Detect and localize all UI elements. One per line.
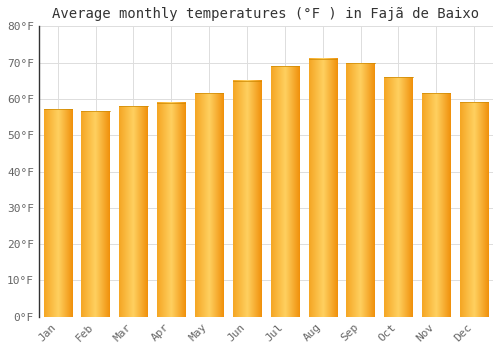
Title: Average monthly temperatures (°F ) in Fajã de Baixo: Average monthly temperatures (°F ) in Fa…: [52, 7, 480, 21]
